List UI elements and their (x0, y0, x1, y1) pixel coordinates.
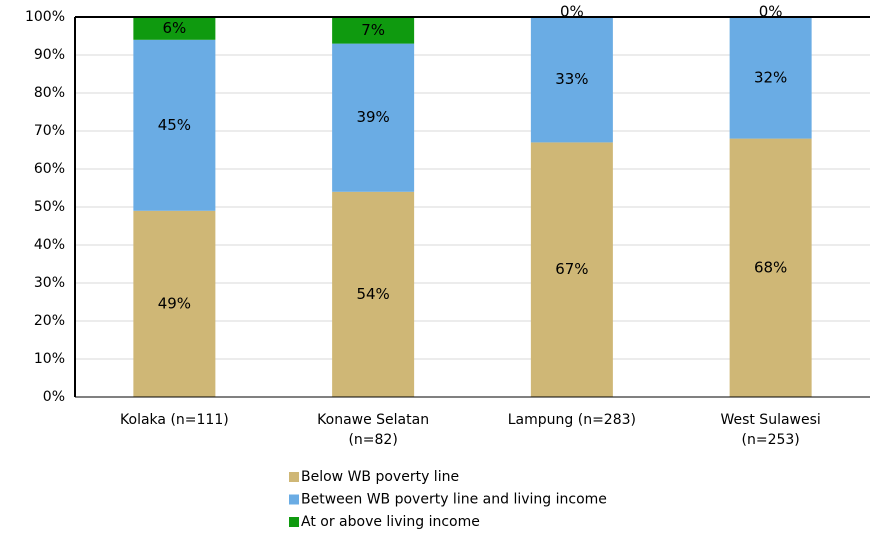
x-tick-label: Konawe Selatan (n=82) (317, 412, 429, 448)
x-tick-label-line: Konawe Selatan (317, 412, 429, 428)
bar-segment (332, 43, 415, 192)
data-label: 7% (361, 21, 385, 39)
legend-label: At or above living income (301, 514, 480, 530)
y-tick-label: 40% (34, 237, 65, 253)
x-tick-label: Lampung (n=283) (508, 412, 636, 428)
data-label: 45% (158, 116, 191, 134)
y-tick-label: 30% (34, 275, 65, 291)
bar-segment (729, 17, 812, 139)
legend-swatch (289, 494, 299, 505)
y-tick-label: 100% (25, 9, 65, 25)
bar-segment (133, 17, 216, 40)
y-tick-label: 0% (43, 389, 65, 405)
legend-label: Between WB poverty line and living incom… (301, 492, 607, 508)
bar-segment (133, 210, 216, 397)
data-label: 68% (754, 258, 787, 276)
y-tick-label: 70% (34, 123, 65, 139)
data-label: 49% (158, 294, 191, 312)
bar-segment (133, 39, 216, 211)
x-tick-label-line: (n=82) (348, 432, 397, 448)
y-tick-label: 90% (34, 47, 65, 63)
y-tick-label: 80% (34, 85, 65, 101)
data-label: 6% (162, 19, 186, 37)
data-label: 54% (356, 285, 389, 303)
y-tick-label: 10% (34, 351, 65, 367)
legend-swatch (289, 472, 299, 482)
data-label: 33% (555, 70, 588, 88)
bar-segment (530, 142, 613, 397)
legend-swatch (289, 517, 299, 527)
bar-segment (729, 138, 812, 397)
x-tick-label: West Sulawesi (n=253) (720, 412, 820, 448)
bar-segment (530, 17, 613, 143)
y-tick-label: 20% (34, 313, 65, 329)
legend-label: Below WB poverty line (301, 469, 459, 485)
bar-segment (332, 17, 415, 44)
y-tick-label: 50% (34, 199, 65, 215)
x-tick-label-line: West Sulawesi (720, 412, 820, 428)
data-label: 39% (356, 108, 389, 126)
data-label: 67% (555, 260, 588, 278)
x-tick-label: Kolaka (n=111) (120, 412, 229, 428)
data-label: 32% (754, 68, 787, 86)
x-tick-label-line: (n=253) (742, 432, 800, 448)
y-tick-label: 60% (34, 161, 65, 177)
bar-segment (332, 191, 415, 397)
